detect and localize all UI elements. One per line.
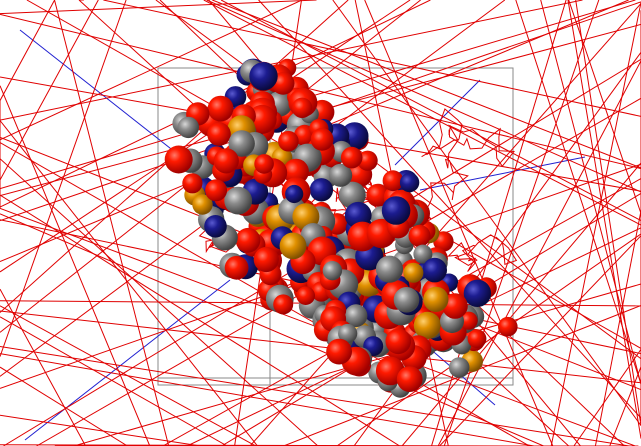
atom	[278, 131, 299, 152]
atom	[326, 339, 352, 365]
atom	[205, 179, 227, 201]
atom	[464, 280, 491, 307]
atom	[414, 312, 441, 339]
atom	[280, 233, 307, 260]
molecule-viewer	[0, 0, 641, 446]
atom	[498, 317, 518, 337]
atom	[409, 225, 431, 247]
atom	[254, 154, 274, 174]
atom	[400, 173, 419, 192]
atom	[214, 148, 239, 173]
atom	[296, 286, 315, 305]
atom	[397, 366, 423, 392]
atom	[273, 294, 293, 314]
atom	[178, 117, 199, 138]
atom	[249, 62, 277, 90]
atom	[207, 122, 231, 146]
atom	[376, 256, 403, 283]
atom	[292, 98, 312, 118]
atom	[254, 247, 279, 272]
atom	[310, 178, 333, 201]
atom	[285, 185, 303, 203]
atom	[204, 215, 227, 238]
atom	[423, 287, 448, 312]
atom	[236, 228, 261, 253]
atom	[468, 329, 487, 348]
atom	[165, 146, 193, 174]
atom	[225, 256, 249, 280]
atom	[382, 196, 411, 225]
atom	[311, 128, 334, 151]
atom	[386, 329, 412, 355]
atom	[449, 357, 470, 378]
atom	[224, 187, 252, 215]
atom	[208, 96, 234, 122]
atom	[403, 263, 423, 283]
atom	[394, 287, 420, 313]
atom	[182, 173, 202, 193]
atom	[341, 147, 363, 169]
atom	[323, 261, 342, 280]
atom	[422, 258, 447, 283]
page: (() => { const NS = 'http://www.w3.org/2…	[0, 0, 641, 446]
